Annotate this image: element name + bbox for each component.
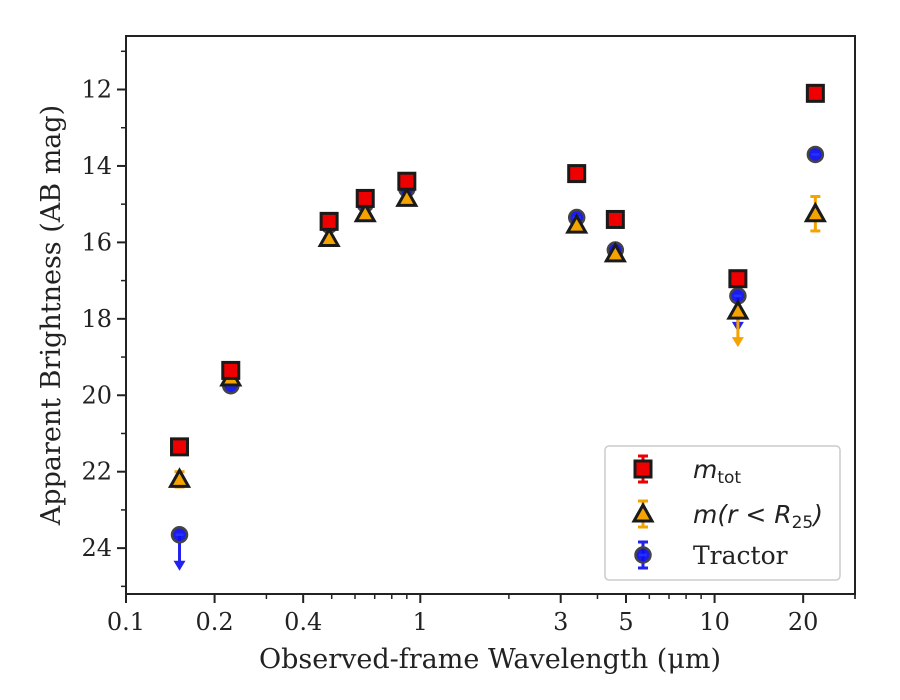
x-tick-label: 0.4 [284,608,322,636]
y-tick-label: 16 [81,228,112,256]
x-tick-label: 3 [553,608,568,636]
legend-marker-triangle [631,501,655,523]
legend-label: Tractor [693,541,788,570]
data-point-triangle [565,213,589,234]
data-point-square [567,164,587,184]
series-triangle [167,186,827,489]
legend: mtot m(r < R25) Tractor [604,445,841,581]
upper-limit-arrowhead [731,337,744,348]
data-point-square [355,188,375,208]
legend-label: m(r < R25) [693,500,823,533]
y-tick-label: 14 [81,152,112,180]
data-point-triangle [395,186,419,207]
data-point-triangle [603,241,627,263]
x-axis: 0.1 0.2 0.4 1 3 5 10 20 [107,594,856,636]
x-tick-label: 5 [618,608,633,636]
plot-frame [125,35,856,595]
legend-marker-square [633,459,653,479]
data-point-triangle [803,201,827,223]
y-tick-label: 24 [81,534,112,562]
data-point-square [605,209,625,229]
x-tick-label: 0.1 [107,608,145,636]
data-marks [167,83,827,571]
y-tick-label: 22 [81,458,112,486]
legend-box [604,445,841,581]
data-point-square [170,437,190,457]
data-point-triangle [353,201,377,223]
x-tick-label: 20 [788,608,819,636]
data-point-triangle [167,467,192,488]
y-axis-label: Apparent Brightness (AB mag) [36,105,67,526]
data-point-square [805,83,825,103]
data-point-square [728,269,748,289]
legend-label: mtot [693,455,741,488]
x-tick-label: 10 [699,608,730,636]
upper-limit-arrowhead [173,560,186,571]
series-square [170,83,825,457]
x-tick-label: 0.2 [196,608,234,636]
data-point-square [221,360,241,380]
x-tick-label: 1 [413,608,428,636]
data-point-square [319,211,339,231]
data-point-triangle [726,299,750,320]
y-axis: 12 14 16 18 20 22 24 [81,50,126,588]
y-tick-label: 12 [81,76,112,104]
y-tick-label: 18 [81,305,112,333]
y-tick-label: 20 [81,381,112,409]
data-point-square [397,171,417,191]
data-point-triangle [317,226,341,248]
x-axis-label: Observed-frame Wavelength (μm) [259,644,721,675]
